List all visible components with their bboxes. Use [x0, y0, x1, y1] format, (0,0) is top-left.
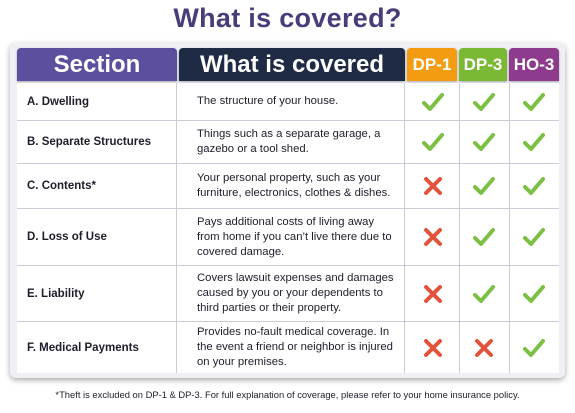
table-row: E. Liability Covers lawsuit expenses and…	[17, 266, 559, 322]
row-description: The structure of your house.	[179, 83, 405, 120]
dp1-coverage-mark	[407, 209, 460, 265]
cross-icon	[424, 284, 442, 303]
check-icon	[523, 228, 545, 246]
ho3-coverage-mark	[509, 322, 559, 373]
row-description: Provides no-fault medical coverage. In t…	[179, 322, 405, 373]
check-icon	[473, 177, 495, 195]
row-description: Things such as a separate garage, a gaze…	[179, 121, 405, 163]
footnote: *Theft is excluded on DP-1 & DP-3. For f…	[55, 389, 520, 400]
table-row: C. Contents* Your personal property, suc…	[17, 164, 559, 209]
ho3-coverage-mark	[509, 164, 559, 208]
row-section-label: F. Medical Payments	[17, 322, 177, 373]
what-is-covered-column-header: What is covered	[179, 48, 405, 81]
cross-icon	[424, 228, 442, 246]
row-section-label: B. Separate Structures	[17, 121, 177, 163]
dp1-coverage-mark	[407, 322, 460, 373]
dp3-coverage-mark	[459, 209, 510, 265]
check-icon	[473, 133, 495, 151]
check-icon	[473, 284, 495, 303]
table-row: A. Dwelling The structure of your house.	[17, 83, 559, 121]
coverage-table: Section What is covered DP-1 DP-3 HO-3 A…	[10, 43, 565, 378]
table-row: B. Separate Structures Things such as a …	[17, 121, 559, 164]
dp1-coverage-mark	[407, 266, 460, 321]
table-row: F. Medical Payments Provides no-fault me…	[17, 322, 559, 373]
dp1-coverage-mark	[407, 121, 460, 163]
check-icon	[523, 133, 545, 151]
ho3-coverage-mark	[509, 266, 559, 321]
row-description: Your personal property, such as your fur…	[179, 164, 405, 208]
dp1-coverage-mark	[407, 83, 460, 120]
page-title: What is covered?	[173, 3, 402, 33]
table-row: D. Loss of Use Pays additional costs of …	[17, 209, 559, 266]
section-column-header: Section	[17, 48, 177, 81]
dp3-coverage-mark	[459, 322, 510, 373]
row-description: Pays additional costs of living away fro…	[179, 209, 405, 265]
ho3-coverage-mark	[509, 209, 559, 265]
dp3-coverage-mark	[459, 121, 510, 163]
row-section-label: E. Liability	[17, 266, 177, 321]
check-icon	[422, 92, 444, 111]
row-section-label: A. Dwelling	[17, 83, 177, 120]
cross-icon	[475, 338, 493, 357]
check-icon	[523, 92, 545, 111]
ho3-column-header: HO-3	[509, 48, 559, 81]
row-section-label: C. Contents*	[17, 164, 177, 208]
check-icon	[473, 92, 495, 111]
dp1-coverage-mark	[407, 164, 460, 208]
cross-icon	[424, 338, 442, 357]
dp1-column-header: DP-1	[407, 48, 457, 81]
dp3-column-header: DP-3	[459, 48, 507, 81]
check-icon	[473, 228, 495, 246]
check-icon	[422, 133, 444, 151]
row-section-label: D. Loss of Use	[17, 209, 177, 265]
cross-icon	[424, 177, 442, 195]
row-description: Covers lawsuit expenses and damages caus…	[179, 266, 405, 321]
check-icon	[523, 338, 545, 357]
check-icon	[523, 284, 545, 303]
ho3-coverage-mark	[509, 121, 559, 163]
dp3-coverage-mark	[459, 83, 510, 120]
check-icon	[523, 177, 545, 195]
dp3-coverage-mark	[459, 266, 510, 321]
ho3-coverage-mark	[509, 83, 559, 120]
table-body: A. Dwelling The structure of your house.…	[17, 83, 559, 373]
dp3-coverage-mark	[459, 164, 510, 208]
